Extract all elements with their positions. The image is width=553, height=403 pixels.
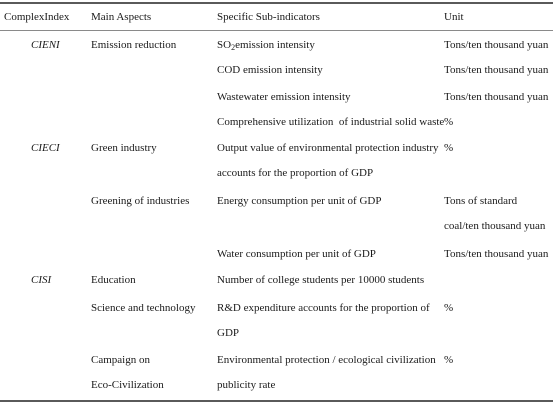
indicator-wastewater: Wastewater emission intensity [217,91,351,103]
indicator-college-students: Number of college students per 10000 stu… [217,274,425,286]
unit-r9: % [444,302,454,314]
table-bottom-rule [0,400,553,402]
aspect-science-technology: Science and technology [91,302,196,314]
table-top-rule [0,2,553,4]
indicator-rd-line2: GDP [217,327,240,339]
unit-r1: Tons/ten thousand yuan [444,39,549,51]
index-cieni: CIENI [31,39,60,51]
unit-r6-line1: Tons of standard [444,195,518,207]
indicator-so2-prefix: SO [217,39,232,51]
unit-r5: % [444,142,454,154]
unit-r10: % [444,354,454,366]
indicator-energy: Energy consumption per unit of GDP [217,195,382,207]
indicator-env-industry-line1: Output value of environmental protection… [217,142,439,154]
aspect-campaign-line2: Eco-Civilization [91,379,164,391]
indicator-publicity-line1: Environmental protection / ecological ci… [217,354,436,366]
indicator-publicity-line2: publicity rate [217,379,276,391]
indicator-cod: COD emission intensity [217,64,323,76]
unit-r4: % [444,116,454,128]
header-complex-index: ComplexIndex [4,11,70,23]
index-cisi: CISI [31,274,52,286]
unit-r7: Tons/ten thousand yuan [444,248,549,260]
indicator-env-industry-line2: accounts for the proportion of GDP [217,167,374,179]
header-unit: Unit [444,11,464,23]
indicator-solid-waste: Comprehensive utilization of industrial … [217,116,445,128]
unit-r2: Tons/ten thousand yuan [444,64,549,76]
aspect-campaign-line1: Campaign on [91,354,150,366]
header-sub-indicators: Specific Sub-indicators [217,11,320,23]
aspect-green-industry: Green industry [91,142,157,154]
indicator-water: Water consumption per unit of GDP [217,248,376,260]
indicator-so2-subscript: 2 [231,43,236,52]
index-cieci: CIECI [31,142,60,154]
aspect-greening-industries: Greening of industries [91,195,190,207]
indicator-so2-suffix: emission intensity [235,39,315,51]
indicator-so2: SO2emission intensity [217,39,315,52]
aspect-emission-reduction: Emission reduction [91,39,177,51]
indicator-rd-line1: R&D expenditure accounts for the proport… [217,302,430,314]
unit-r3: Tons/ten thousand yuan [444,91,549,103]
table-header-rule [0,30,553,31]
aspect-education: Education [91,274,136,286]
header-main-aspects: Main Aspects [91,11,152,23]
unit-r6-line2: coal/ten thousand yuan [444,220,546,232]
